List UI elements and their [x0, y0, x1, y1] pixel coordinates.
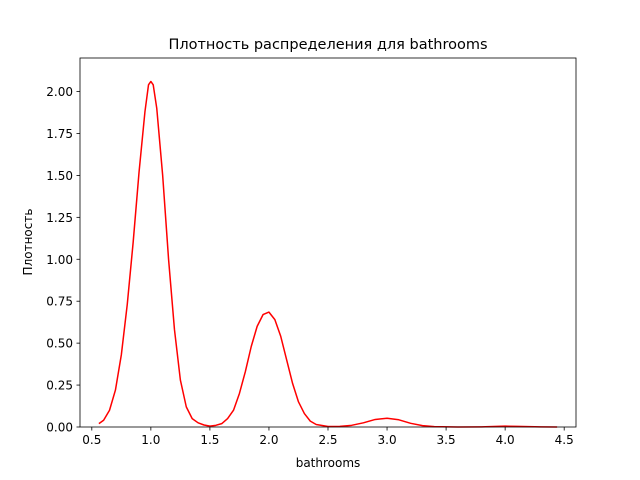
x-tick-label: 0.5 [82, 433, 101, 447]
x-axis-label: bathrooms [296, 456, 361, 470]
axes-frame [79, 57, 577, 428]
density-line-0 [98, 80, 558, 428]
y-tick-label: 0.75 [46, 295, 73, 309]
y-tick-label: 1.00 [46, 253, 73, 267]
y-tick-label: 0.25 [46, 379, 73, 393]
x-tick-label: 2.5 [318, 433, 337, 447]
chart-title: Плотность распределения для bathrooms [168, 37, 487, 53]
plot-area: 0.5 1.0 1.5 2.0 2.5 3.0 3.5 4.0 4.5 0.00 0.25 0.50 0… [46, 57, 577, 447]
x-tick-label: 3.5 [437, 433, 456, 447]
y-axis-label: Плотность [21, 209, 35, 276]
y-tick-label: 0.50 [46, 337, 73, 351]
x-tick-label: 1.0 [141, 433, 160, 447]
y-tick-label: 1.50 [46, 169, 73, 183]
x-tick-label: 3.0 [378, 433, 397, 447]
y-tick-label: 1.25 [46, 211, 73, 225]
y-tick-label: 0.00 [46, 421, 73, 435]
x-tick-label: 4.5 [555, 433, 574, 447]
x-tick-label: 4.0 [496, 433, 515, 447]
y-tick-label: 2.00 [46, 85, 73, 99]
x-tick-label: 2.0 [259, 433, 278, 447]
y-tick-label: 1.75 [46, 127, 73, 141]
x-tick-label: 1.5 [200, 433, 219, 447]
